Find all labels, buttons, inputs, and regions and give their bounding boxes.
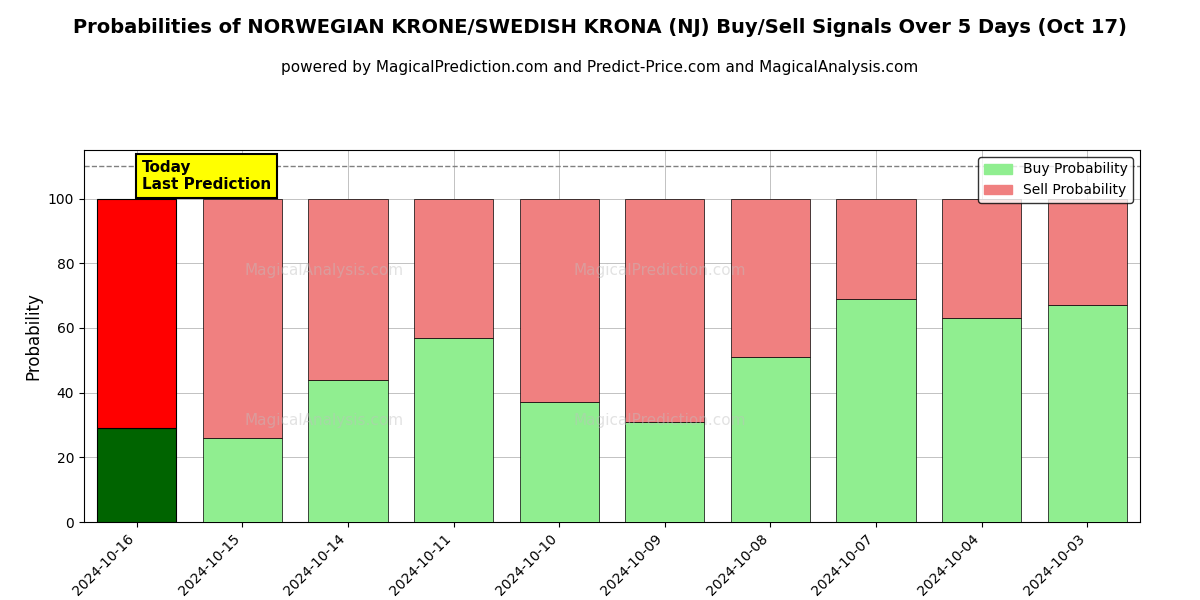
Bar	[97, 428, 176, 522]
Bar	[414, 338, 493, 522]
Bar	[836, 299, 916, 522]
Bar	[625, 199, 704, 422]
Bar	[1048, 305, 1127, 522]
Bar	[308, 380, 388, 522]
Legend: Buy Probability, Sell Probability: Buy Probability, Sell Probability	[978, 157, 1133, 203]
Bar	[308, 199, 388, 380]
Text: MagicalAnalysis.com: MagicalAnalysis.com	[245, 263, 403, 277]
Bar	[203, 199, 282, 438]
Bar	[520, 199, 599, 403]
Text: Probabilities of NORWEGIAN KRONE/SWEDISH KRONA (NJ) Buy/Sell Signals Over 5 Days: Probabilities of NORWEGIAN KRONE/SWEDISH…	[73, 18, 1127, 37]
Bar	[1048, 199, 1127, 305]
Text: MagicalPrediction.com: MagicalPrediction.com	[574, 413, 746, 427]
Bar	[942, 318, 1021, 522]
Text: MagicalAnalysis.com: MagicalAnalysis.com	[245, 413, 403, 427]
Text: MagicalPrediction.com: MagicalPrediction.com	[574, 263, 746, 277]
Bar	[414, 199, 493, 338]
Bar	[625, 422, 704, 522]
Bar	[97, 199, 176, 428]
Bar	[942, 199, 1021, 318]
Bar	[731, 357, 810, 522]
Bar	[836, 199, 916, 299]
Y-axis label: Probability: Probability	[24, 292, 42, 380]
Bar	[731, 199, 810, 357]
Text: Today
Last Prediction: Today Last Prediction	[142, 160, 271, 192]
Bar	[520, 403, 599, 522]
Text: powered by MagicalPrediction.com and Predict-Price.com and MagicalAnalysis.com: powered by MagicalPrediction.com and Pre…	[281, 60, 919, 75]
Bar	[203, 438, 282, 522]
